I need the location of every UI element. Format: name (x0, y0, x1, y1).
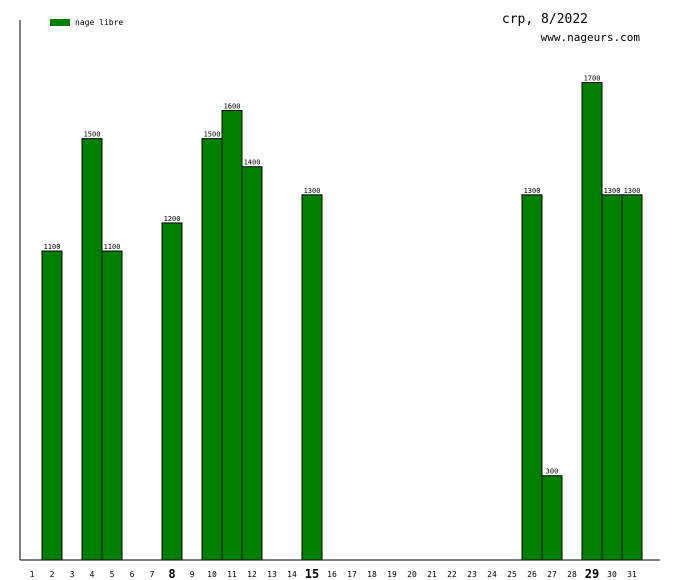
website-label: www.nageurs.com (541, 31, 641, 44)
x-tick-label-5: 5 (110, 570, 115, 579)
x-tick-label-30: 30 (607, 570, 617, 579)
bar-day-30 (601, 194, 623, 561)
x-tick-label-22: 22 (447, 570, 457, 579)
bar-day-10 (201, 138, 223, 561)
x-tick-label-11: 11 (227, 570, 237, 579)
legend-swatch (50, 19, 70, 26)
x-tick-label-24: 24 (487, 570, 497, 579)
bar-day-27 (541, 475, 563, 561)
x-tick-label-3: 3 (70, 570, 75, 579)
bar-day-31 (621, 194, 643, 561)
x-tick-label-16: 16 (327, 570, 337, 579)
x-tick-label-31: 31 (627, 570, 637, 579)
x-tick-label-26: 26 (527, 570, 537, 579)
x-tick-label-25: 25 (507, 570, 517, 579)
x-tick-label-29: 29 (585, 567, 599, 580)
bar-value-label-10: 1500 (204, 131, 221, 139)
x-tick-label-20: 20 (407, 570, 417, 579)
x-tick-label-23: 23 (467, 570, 477, 579)
bar-value-label-12: 1400 (244, 159, 261, 167)
x-tick-label-27: 27 (547, 570, 557, 579)
bar-day-29 (581, 81, 603, 561)
bar-day-2 (41, 250, 63, 561)
bar-value-label-11: 1600 (224, 103, 241, 111)
chart-title: crp, 8/2022 (502, 12, 588, 27)
x-tick-label-14: 14 (287, 570, 297, 579)
x-tick-label-12: 12 (247, 570, 257, 579)
bars-group (41, 81, 643, 561)
legend-label: nage libre (75, 18, 123, 27)
x-tick-label-4: 4 (90, 570, 95, 579)
x-tick-label-2: 2 (50, 570, 55, 579)
bar-day-15 (301, 194, 323, 561)
bar-day-5 (101, 250, 123, 561)
x-tick-label-19: 19 (387, 570, 397, 579)
bar-value-label-26: 1300 (524, 187, 541, 195)
bar-value-label-8: 1200 (164, 215, 181, 223)
bar-value-label-29: 1700 (584, 74, 601, 82)
bar-value-label-30: 1300 (604, 187, 621, 195)
x-tick-label-28: 28 (567, 570, 577, 579)
bar-day-11 (221, 110, 243, 561)
bar-value-label-15: 1300 (304, 187, 321, 195)
x-tick-label-10: 10 (207, 570, 217, 579)
bar-value-label-27: 300 (546, 468, 559, 476)
bar-day-26 (521, 194, 543, 561)
x-tick-label-9: 9 (190, 570, 195, 579)
x-tick-labels-group: 1 2 3 4 5 6 7 8 9 10 11 12 13 14 15 16 17 18 19 20 21 22 23 24 2… (30, 567, 637, 580)
bar-day-12 (241, 166, 263, 561)
x-tick-label-1: 1 (30, 570, 35, 579)
x-tick-label-15: 15 (305, 567, 319, 580)
bar-value-label-5: 1100 (104, 243, 121, 251)
x-tick-label-6: 6 (130, 570, 135, 579)
x-tick-label-13: 13 (267, 570, 277, 579)
x-tick-label-8: 8 (168, 567, 175, 580)
bar-value-label-31: 1300 (624, 187, 641, 195)
x-tick-label-21: 21 (427, 570, 437, 579)
x-tick-label-7: 7 (150, 570, 155, 579)
x-tick-label-18: 18 (367, 570, 377, 579)
bar-day-4 (81, 138, 103, 561)
bar-day-8 (161, 222, 183, 561)
x-tick-label-17: 17 (347, 570, 357, 579)
bar-value-label-4: 1500 (84, 131, 101, 139)
bar-value-label-2: 1100 (44, 243, 61, 251)
